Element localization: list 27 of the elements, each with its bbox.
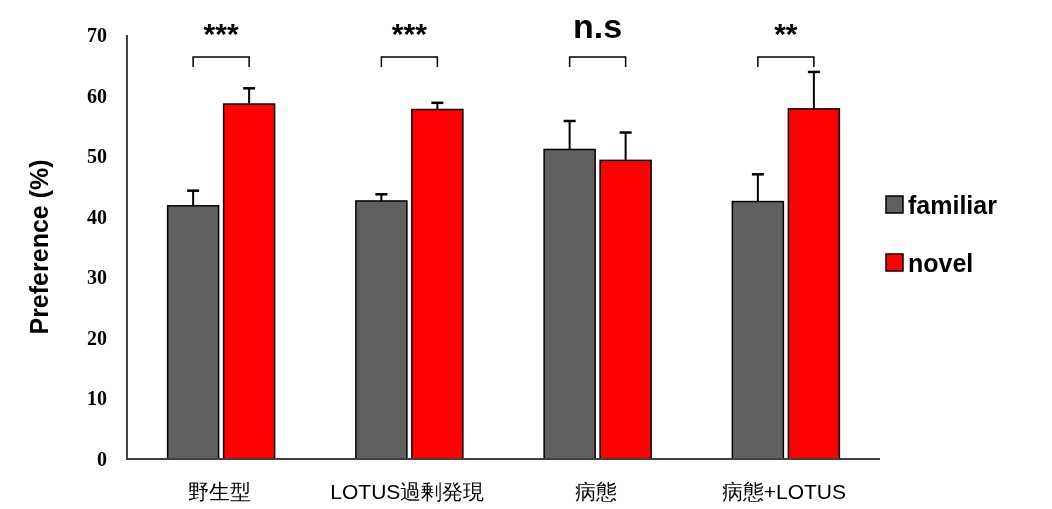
bar [731,200,785,460]
bar [599,159,652,460]
bar [166,205,220,460]
bar [787,108,841,460]
y-tick-label: 70 [87,24,107,46]
y-tick-label: 10 [87,387,107,410]
y-tick-label: 50 [87,145,107,168]
y-tick-label: 60 [87,84,107,107]
y-tick-label: 0 [97,448,107,470]
x-tick-label: 病態+LOTUS [721,480,847,503]
x-tick-label: 野生型 [187,480,251,503]
bar [543,148,596,460]
bar [411,108,464,460]
annotation: *** [203,17,239,50]
y-tick-label: 30 [87,266,107,289]
annotation: ** [774,17,798,50]
bar [222,103,276,460]
x-tick-label: 病態 [574,480,617,503]
legend-label: familiar [908,191,998,219]
y-tick-label: 40 [87,205,107,228]
y-tick-label: 20 [87,326,107,349]
y-axis-title: Preference (%) [25,159,53,335]
bar [355,200,408,460]
annotation: n.s [573,7,623,45]
annotation: *** [391,17,428,50]
legend-label: novel [908,249,974,277]
x-tick-label: LOTUS過剰発現 [330,480,485,503]
